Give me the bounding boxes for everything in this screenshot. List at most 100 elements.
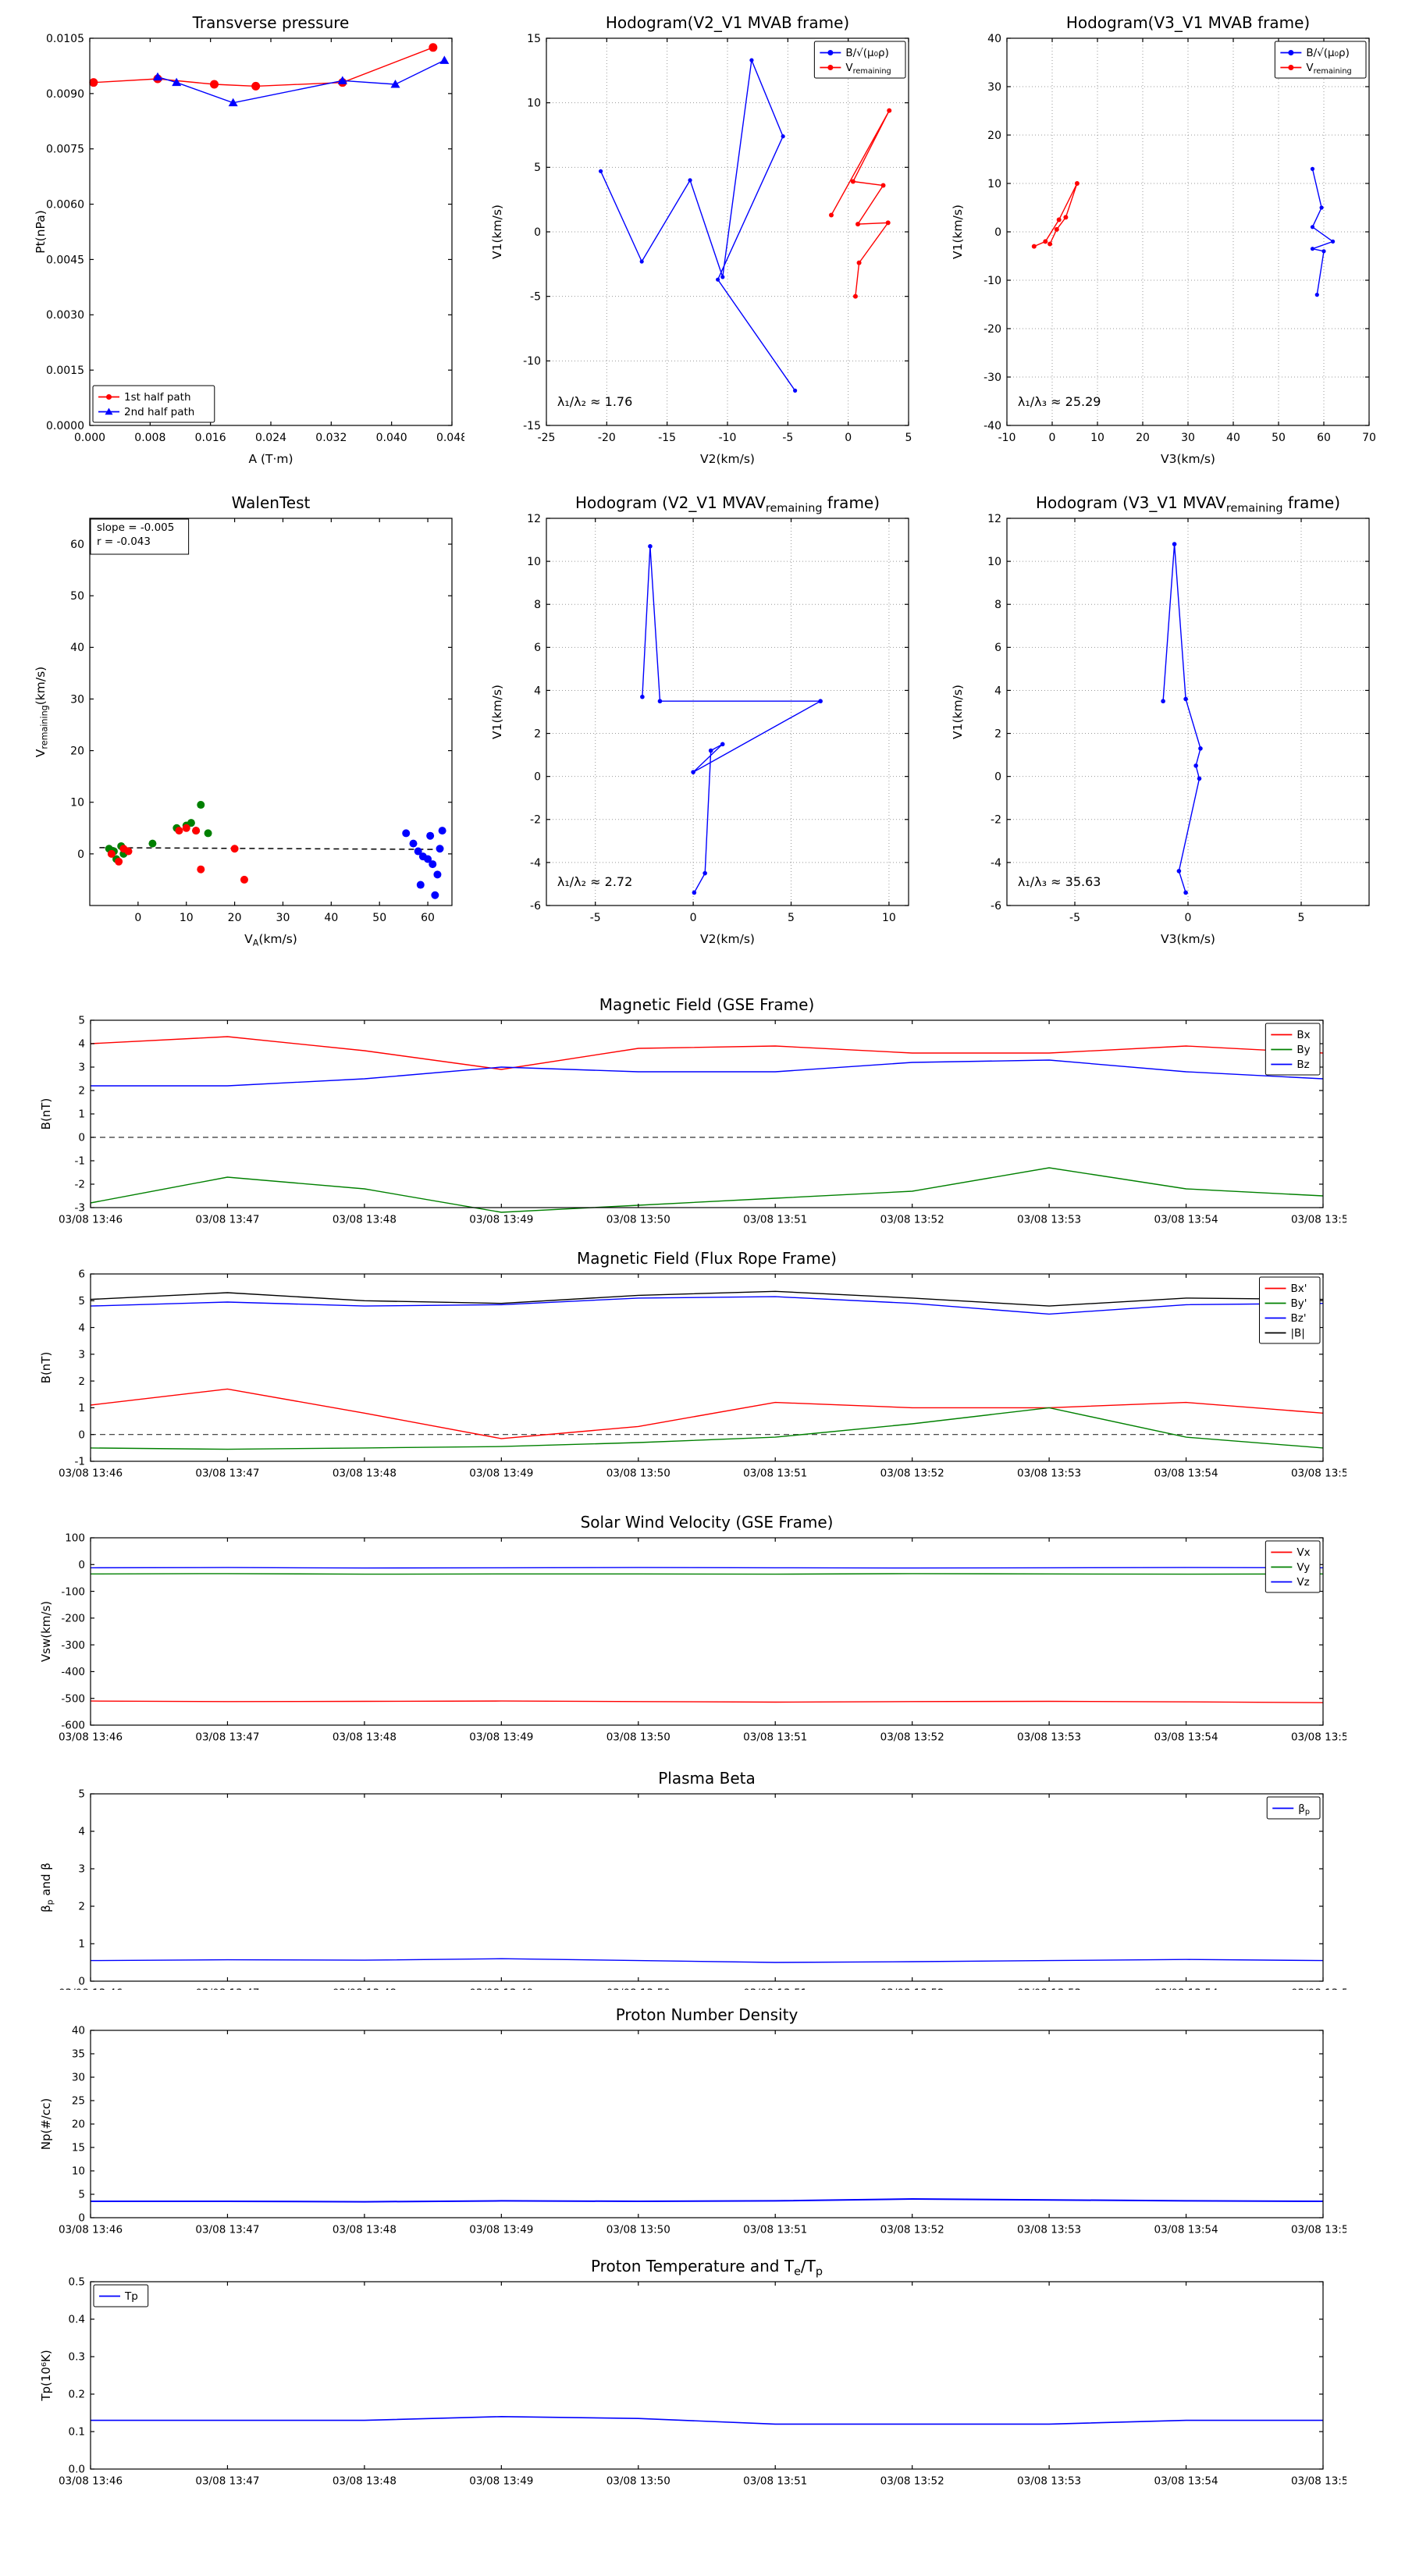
svg-text:B(nT): B(nT): [39, 1352, 53, 1384]
svg-text:03/08 13:46: 03/08 13:46: [59, 1214, 123, 1226]
svg-text:0.3: 0.3: [69, 2351, 85, 2364]
svg-text:03/08 13:51: 03/08 13:51: [743, 2224, 807, 2236]
svg-text:3: 3: [78, 1062, 85, 1074]
svg-text:20: 20: [1136, 432, 1150, 444]
svg-text:10: 10: [72, 2165, 85, 2178]
svg-text:03/08 13:51: 03/08 13:51: [743, 1731, 807, 1744]
svg-text:0.0075: 0.0075: [46, 144, 84, 156]
svg-text:-20: -20: [598, 432, 616, 444]
svg-text:03/08 13:49: 03/08 13:49: [469, 1468, 533, 1480]
svg-text:0.5: 0.5: [69, 2276, 85, 2289]
svg-text:Hodogram (V2_V1 MVAVremaining: Hodogram (V2_V1 MVAVremaining frame): [575, 493, 880, 514]
svg-text:10: 10: [180, 912, 194, 924]
svg-text:10: 10: [987, 178, 1001, 190]
svg-text:4: 4: [78, 1322, 85, 1334]
svg-text:Bz: Bz: [1297, 1059, 1309, 1071]
svg-text:03/08 13:52: 03/08 13:52: [880, 2224, 944, 2236]
svg-text:100: 100: [65, 1532, 85, 1545]
svg-text:-3: -3: [75, 1202, 85, 1215]
svg-text:0: 0: [78, 1132, 85, 1144]
svg-text:0: 0: [1049, 432, 1056, 444]
svg-text:Hodogram(V3_V1 MVAB frame): Hodogram(V3_V1 MVAB frame): [1066, 13, 1310, 32]
svg-text:4: 4: [994, 685, 1001, 697]
svg-text:VA(km/s): VA(km/s): [244, 932, 297, 948]
svg-text:Transverse pressure: Transverse pressure: [192, 13, 350, 32]
svg-text:10: 10: [527, 556, 541, 568]
svg-text:V1(km/s): V1(km/s): [490, 685, 504, 739]
svg-text:-30: -30: [984, 372, 1001, 384]
svg-text:Vx: Vx: [1297, 1546, 1310, 1559]
svg-text:03/08 13:54: 03/08 13:54: [1154, 2224, 1218, 2236]
svg-text:-15: -15: [523, 420, 541, 432]
svg-text:03/08 13:51: 03/08 13:51: [743, 2475, 807, 2488]
svg-text:10: 10: [527, 98, 541, 110]
svg-text:By': By': [1291, 1297, 1307, 1310]
plot-hodogram-v2v1-mvab: -25 -20 -15 -10 -5 0 5 -15 -10 -5 0 5 10 15 Hodogram(V…: [484, 12, 921, 480]
svg-text:20: 20: [70, 745, 84, 758]
svg-text:-15: -15: [658, 432, 676, 444]
svg-text:Vremaining: Vremaining: [845, 62, 891, 76]
svg-text:03/08 13:54: 03/08 13:54: [1154, 1731, 1218, 1744]
svg-text:0: 0: [534, 226, 541, 239]
svg-text:50: 50: [1272, 432, 1286, 444]
plot-proton-number-density: 03/08 13:46 03/08 13:47 03/08 13:48 03/08 1…: [27, 1990, 1355, 2247]
svg-text:0.040: 0.040: [376, 432, 407, 444]
svg-text:03/08 13:54: 03/08 13:54: [1154, 1214, 1218, 1226]
svg-text:5: 5: [788, 912, 795, 924]
svg-text:Tp: Tp: [124, 2290, 138, 2303]
svg-text:03/08 13:47: 03/08 13:47: [195, 2475, 259, 2488]
svg-text:60: 60: [1317, 432, 1331, 444]
svg-text:0.0105: 0.0105: [46, 33, 84, 45]
svg-text:0.024: 0.024: [255, 432, 286, 444]
svg-text:V1(km/s): V1(km/s): [951, 205, 965, 259]
svg-text:λ₁/λ₃ ≈ 35.63: λ₁/λ₃ ≈ 35.63: [1018, 874, 1101, 889]
svg-text:20: 20: [987, 130, 1001, 142]
svg-text:5: 5: [78, 2189, 85, 2201]
svg-text:Proton Temperature and Te/Tp: Proton Temperature and Te/Tp: [591, 2257, 823, 2278]
svg-text:20: 20: [72, 2119, 85, 2131]
svg-text:03/08 13:53: 03/08 13:53: [1017, 2475, 1081, 2488]
svg-text:Plasma Beta: Plasma Beta: [658, 1769, 756, 1788]
svg-text:λ₁/λ₂ ≈ 2.72: λ₁/λ₂ ≈ 2.72: [557, 874, 632, 889]
svg-text:-5: -5: [1069, 912, 1080, 924]
svg-text:-4: -4: [530, 857, 541, 870]
plot-hodogram-v3v1-mvab: -10 0 10 20 30 40 50 60 70 -40 -30 -20 -10 0 10 20 30 40 H…: [944, 12, 1382, 480]
svg-text:5: 5: [78, 1788, 85, 1801]
svg-text:30: 30: [1181, 432, 1195, 444]
svg-text:Magnetic Field (GSE Frame): Magnetic Field (GSE Frame): [599, 995, 815, 1014]
svg-text:12: 12: [987, 513, 1001, 525]
svg-text:2: 2: [78, 1901, 85, 1913]
svg-text:40: 40: [1226, 432, 1240, 444]
svg-text:V1(km/s): V1(km/s): [490, 205, 504, 259]
svg-text:4: 4: [78, 1826, 85, 1838]
svg-text:B(nT): B(nT): [39, 1098, 53, 1130]
svg-text:λ₁/λ₂ ≈ 1.76: λ₁/λ₂ ≈ 1.76: [557, 394, 632, 409]
svg-text:03/08 13:55: 03/08 13:55: [1291, 2475, 1346, 2488]
svg-text:03/08 13:50: 03/08 13:50: [606, 2475, 670, 2488]
svg-text:5: 5: [78, 1015, 85, 1027]
svg-text:35: 35: [72, 2048, 85, 2061]
svg-text:-2: -2: [991, 814, 1001, 827]
svg-text:03/08 13:48: 03/08 13:48: [333, 2224, 397, 2236]
svg-text:Vremaining(km/s): Vremaining(km/s): [34, 667, 49, 757]
svg-text:2: 2: [534, 728, 541, 740]
svg-text:Solar Wind Velocity (GSE Frame: Solar Wind Velocity (GSE Frame): [581, 1513, 834, 1532]
svg-text:V2(km/s): V2(km/s): [700, 932, 755, 946]
svg-text:03/08 13:53: 03/08 13:53: [1017, 1468, 1081, 1480]
svg-text:03/08 13:55: 03/08 13:55: [1291, 1468, 1346, 1480]
svg-text:8: 8: [994, 599, 1001, 611]
svg-text:-2: -2: [530, 814, 541, 827]
svg-text:10: 10: [882, 912, 896, 924]
svg-text:Bx': Bx': [1291, 1283, 1307, 1295]
svg-text:10: 10: [987, 556, 1001, 568]
svg-text:03/08 13:46: 03/08 13:46: [59, 2475, 123, 2488]
svg-text:0: 0: [78, 2212, 85, 2225]
plot-walen-test: 0 10 20 30 40 50 60 0 10 20 30 40 50 60 WalenTest VA(km…: [27, 492, 464, 960]
svg-text:0: 0: [78, 1976, 85, 1988]
svg-text:1: 1: [78, 1108, 85, 1121]
svg-text:03/08 13:48: 03/08 13:48: [333, 1731, 397, 1744]
plot-proton-temperature: 03/08 13:46 03/08 13:47 03/08 13:48 03/08 1…: [27, 2241, 1355, 2499]
svg-text:8: 8: [534, 599, 541, 611]
svg-text:03/08 13:50: 03/08 13:50: [606, 1731, 670, 1744]
svg-text:03/08 13:51: 03/08 13:51: [743, 1468, 807, 1480]
